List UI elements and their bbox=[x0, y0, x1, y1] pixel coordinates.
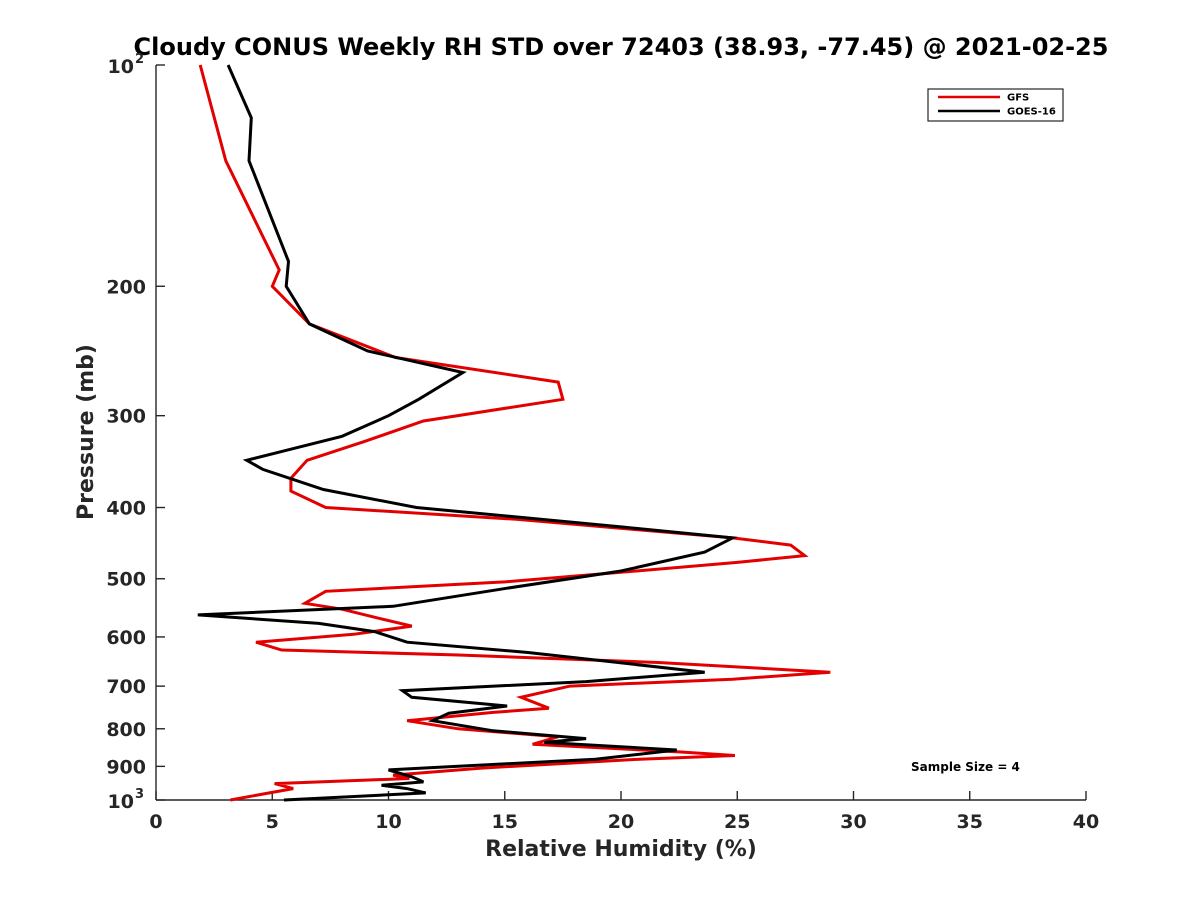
y-tick-label-exponent: 3 bbox=[135, 787, 144, 802]
x-tick-label: 15 bbox=[492, 811, 518, 833]
y-tick-label-exponent: 2 bbox=[135, 52, 144, 67]
legend-box bbox=[927, 88, 1064, 122]
y-tick-label: 900 bbox=[106, 756, 146, 778]
y-tick-label: 500 bbox=[106, 569, 146, 591]
legend[interactable]: GFS GOES-16 bbox=[927, 88, 1064, 122]
y-tick-label: 400 bbox=[106, 498, 146, 520]
x-tick-label: 30 bbox=[840, 811, 866, 833]
plot-area: 0 5 10 15 20 25 30 35 40 10 220030040050060070080… bbox=[106, 52, 1099, 833]
x-axis-ticks: 0 5 10 15 20 25 30 35 40 bbox=[149, 791, 1099, 833]
x-tick-label: 10 bbox=[375, 811, 401, 833]
y-tick-label-base: 10 bbox=[108, 791, 134, 813]
y-tick-label-base: 10 bbox=[108, 56, 134, 78]
y-tick-label: 300 bbox=[106, 406, 146, 428]
x-tick-label: 25 bbox=[724, 811, 750, 833]
series-layer bbox=[197, 64, 831, 802]
y-tick-label: 200 bbox=[106, 276, 146, 298]
y-tick-label: 700 bbox=[106, 676, 146, 698]
x-tick-label: 5 bbox=[266, 811, 279, 833]
sample-size-annotation: Sample Size = 4 bbox=[911, 760, 1020, 774]
x-axis-label: Relative Humidity (%) bbox=[485, 837, 757, 862]
x-tick-label: 35 bbox=[957, 811, 983, 833]
chart-title: Cloudy CONUS Weekly RH STD over 72403 (3… bbox=[134, 33, 1109, 61]
series-line-gfs bbox=[198, 64, 831, 802]
y-axis-label: Pressure (mb) bbox=[74, 344, 99, 520]
legend-label: GFS bbox=[1007, 93, 1029, 104]
legend-label: GOES-16 bbox=[1007, 107, 1056, 118]
y-tick-label: 800 bbox=[106, 719, 146, 741]
x-tick-label: 40 bbox=[1073, 811, 1099, 833]
series-line-goes-16 bbox=[197, 64, 738, 802]
x-tick-label: 0 bbox=[149, 811, 162, 833]
x-tick-label: 20 bbox=[608, 811, 634, 833]
y-tick-label: 600 bbox=[106, 627, 146, 649]
